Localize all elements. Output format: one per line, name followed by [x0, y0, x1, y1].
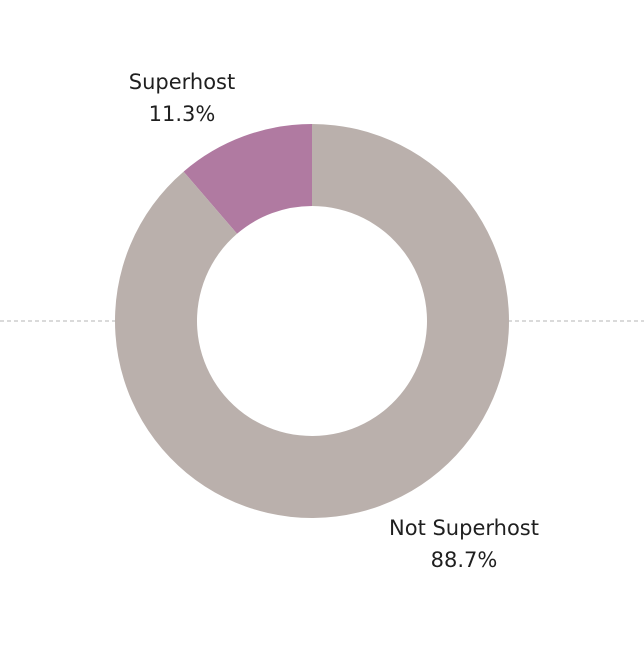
donut-slice-superhost[interactable] — [183, 124, 312, 234]
slice-label-not-superhost-value: 88.7% — [431, 548, 498, 572]
slice-label-superhost-value: 11.3% — [149, 102, 216, 126]
donut-slice-not-superhost[interactable] — [115, 124, 510, 518]
slice-label-not-superhost-name: Not Superhost — [389, 516, 539, 540]
slice-label-superhost-name: Superhost — [129, 70, 236, 94]
